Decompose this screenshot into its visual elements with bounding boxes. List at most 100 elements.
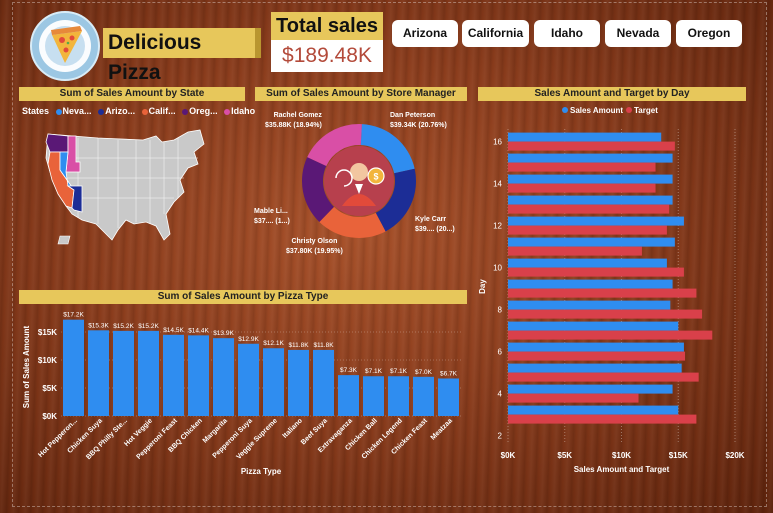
bar-sales[interactable] [508, 132, 662, 142]
y-tick-label: 14 [493, 180, 502, 189]
legend-item: Target [634, 106, 658, 115]
y-axis-title: Day [478, 279, 487, 294]
bar-sales[interactable] [508, 300, 671, 310]
bar-target[interactable] [508, 162, 656, 172]
donut-slice[interactable] [375, 168, 416, 232]
legend-item: Idaho [231, 106, 256, 116]
bar-sales[interactable] [508, 405, 679, 415]
bar[interactable] [363, 376, 384, 416]
bar-sales[interactable] [508, 279, 673, 289]
legend-item: Sales Amount [570, 106, 623, 115]
bar-sales[interactable] [508, 321, 679, 331]
state-arizona[interactable] [66, 185, 83, 213]
legend-item: Neva... [62, 106, 92, 116]
bar-target[interactable] [508, 309, 703, 319]
data-label: $15.2K [113, 323, 134, 330]
day-chart-title: Sales Amount and Target by Day [478, 87, 746, 101]
bar-target[interactable] [508, 414, 697, 424]
bar[interactable] [438, 378, 459, 416]
bar[interactable] [88, 330, 109, 416]
bar[interactable] [213, 338, 234, 416]
y-tick-label: 16 [493, 138, 502, 147]
bar[interactable] [388, 376, 409, 416]
bar[interactable] [238, 343, 259, 416]
manager-label-rachel: Rachel Gomez $35.88K (18.94%) [265, 112, 322, 129]
y-tick-label: $0K [42, 412, 57, 421]
donut-slice[interactable] [307, 124, 362, 166]
bar[interactable] [338, 375, 359, 416]
manager-donut-chart[interactable]: $ [300, 122, 418, 240]
data-label: $6.7K [440, 370, 458, 377]
bar-sales[interactable] [508, 342, 684, 352]
x-tick-label: $15K [669, 451, 688, 460]
data-label: $7.1K [390, 368, 408, 375]
bar-target[interactable] [508, 393, 639, 403]
bar-sales[interactable] [508, 216, 684, 226]
x-tick-label: Italiano [282, 417, 304, 439]
bar[interactable] [138, 330, 159, 416]
bar-sales[interactable] [508, 363, 682, 373]
bar-sales[interactable] [508, 258, 667, 268]
bar-sales[interactable] [508, 237, 675, 247]
bar-target[interactable] [508, 141, 675, 151]
donut-slice[interactable] [319, 206, 386, 238]
data-label: $17.2K [63, 312, 84, 319]
manager-label-dan: Dan Peterson $39.34K (20.76%) [390, 112, 447, 129]
data-label: $15.2K [138, 323, 159, 330]
donut-slice[interactable] [302, 157, 334, 222]
us-map[interactable] [38, 128, 210, 246]
manager-label-christy: Christy Olson $37.80K (19.95%) [286, 238, 343, 255]
slicer-arizona[interactable]: Arizona [392, 20, 458, 47]
x-tick-label: Meatzaa [430, 417, 454, 441]
x-tick-label: $5K [557, 451, 572, 460]
legend-dot-icon [55, 108, 62, 115]
total-sales-value: $189.48K [271, 40, 383, 72]
bar[interactable] [63, 319, 84, 416]
brand-title: Delicious Pizza [103, 28, 261, 84]
x-tick-label: $0K [501, 451, 516, 460]
bar-target[interactable] [508, 330, 713, 340]
bar-target[interactable] [508, 204, 670, 214]
bar-target[interactable] [508, 372, 699, 382]
bar[interactable] [413, 376, 434, 416]
y-tick-label: $10K [38, 356, 57, 365]
x-tick-label: $10K [612, 451, 631, 460]
bar[interactable] [288, 349, 309, 416]
bar-target[interactable] [508, 183, 656, 193]
bar-target[interactable] [508, 267, 684, 277]
data-label: $12.1K [263, 340, 284, 347]
bar-sales[interactable] [508, 195, 673, 205]
bar-target[interactable] [508, 246, 642, 256]
data-label: $13.9K [213, 330, 234, 337]
y-tick-label: 6 [498, 348, 503, 357]
bar[interactable] [263, 348, 284, 416]
y-tick-label: 4 [498, 390, 503, 399]
data-label: $15.3K [88, 322, 109, 329]
svg-text:$: $ [373, 172, 378, 182]
data-label: $7.3K [340, 367, 358, 374]
slicer-idaho[interactable]: Idaho [534, 20, 600, 47]
legend-dot-icon [562, 107, 568, 113]
donut-slice[interactable] [360, 124, 415, 174]
bar-target[interactable] [508, 288, 697, 298]
manager-label-mable: Mable Li... $37.... (1...) [254, 208, 290, 225]
bar-sales[interactable] [508, 174, 673, 184]
slicer-oregon[interactable]: Oregon [676, 20, 742, 47]
data-label: $11.8K [288, 342, 309, 349]
bar-sales[interactable] [508, 384, 673, 394]
bar-sales[interactable] [508, 153, 673, 163]
bar-target[interactable] [508, 225, 667, 235]
manager-chart-title: Sum of Sales Amount by Store Manager [255, 87, 467, 101]
sales-target-by-day-chart[interactable]: Sales Amount Target $0K $5K $10K $15K $20K 2 4 6 8… [477, 101, 761, 481]
slicer-nevada[interactable]: Nevada [605, 20, 671, 47]
legend-dot-icon [626, 107, 632, 113]
slicer-california[interactable]: California [462, 20, 529, 47]
bar[interactable] [163, 334, 184, 416]
state-oregon[interactable] [45, 133, 69, 153]
bar[interactable] [113, 330, 134, 416]
bar[interactable] [313, 349, 334, 416]
bar-target[interactable] [508, 351, 686, 361]
bar[interactable] [188, 335, 209, 416]
legend-item: Calif... [148, 106, 176, 116]
